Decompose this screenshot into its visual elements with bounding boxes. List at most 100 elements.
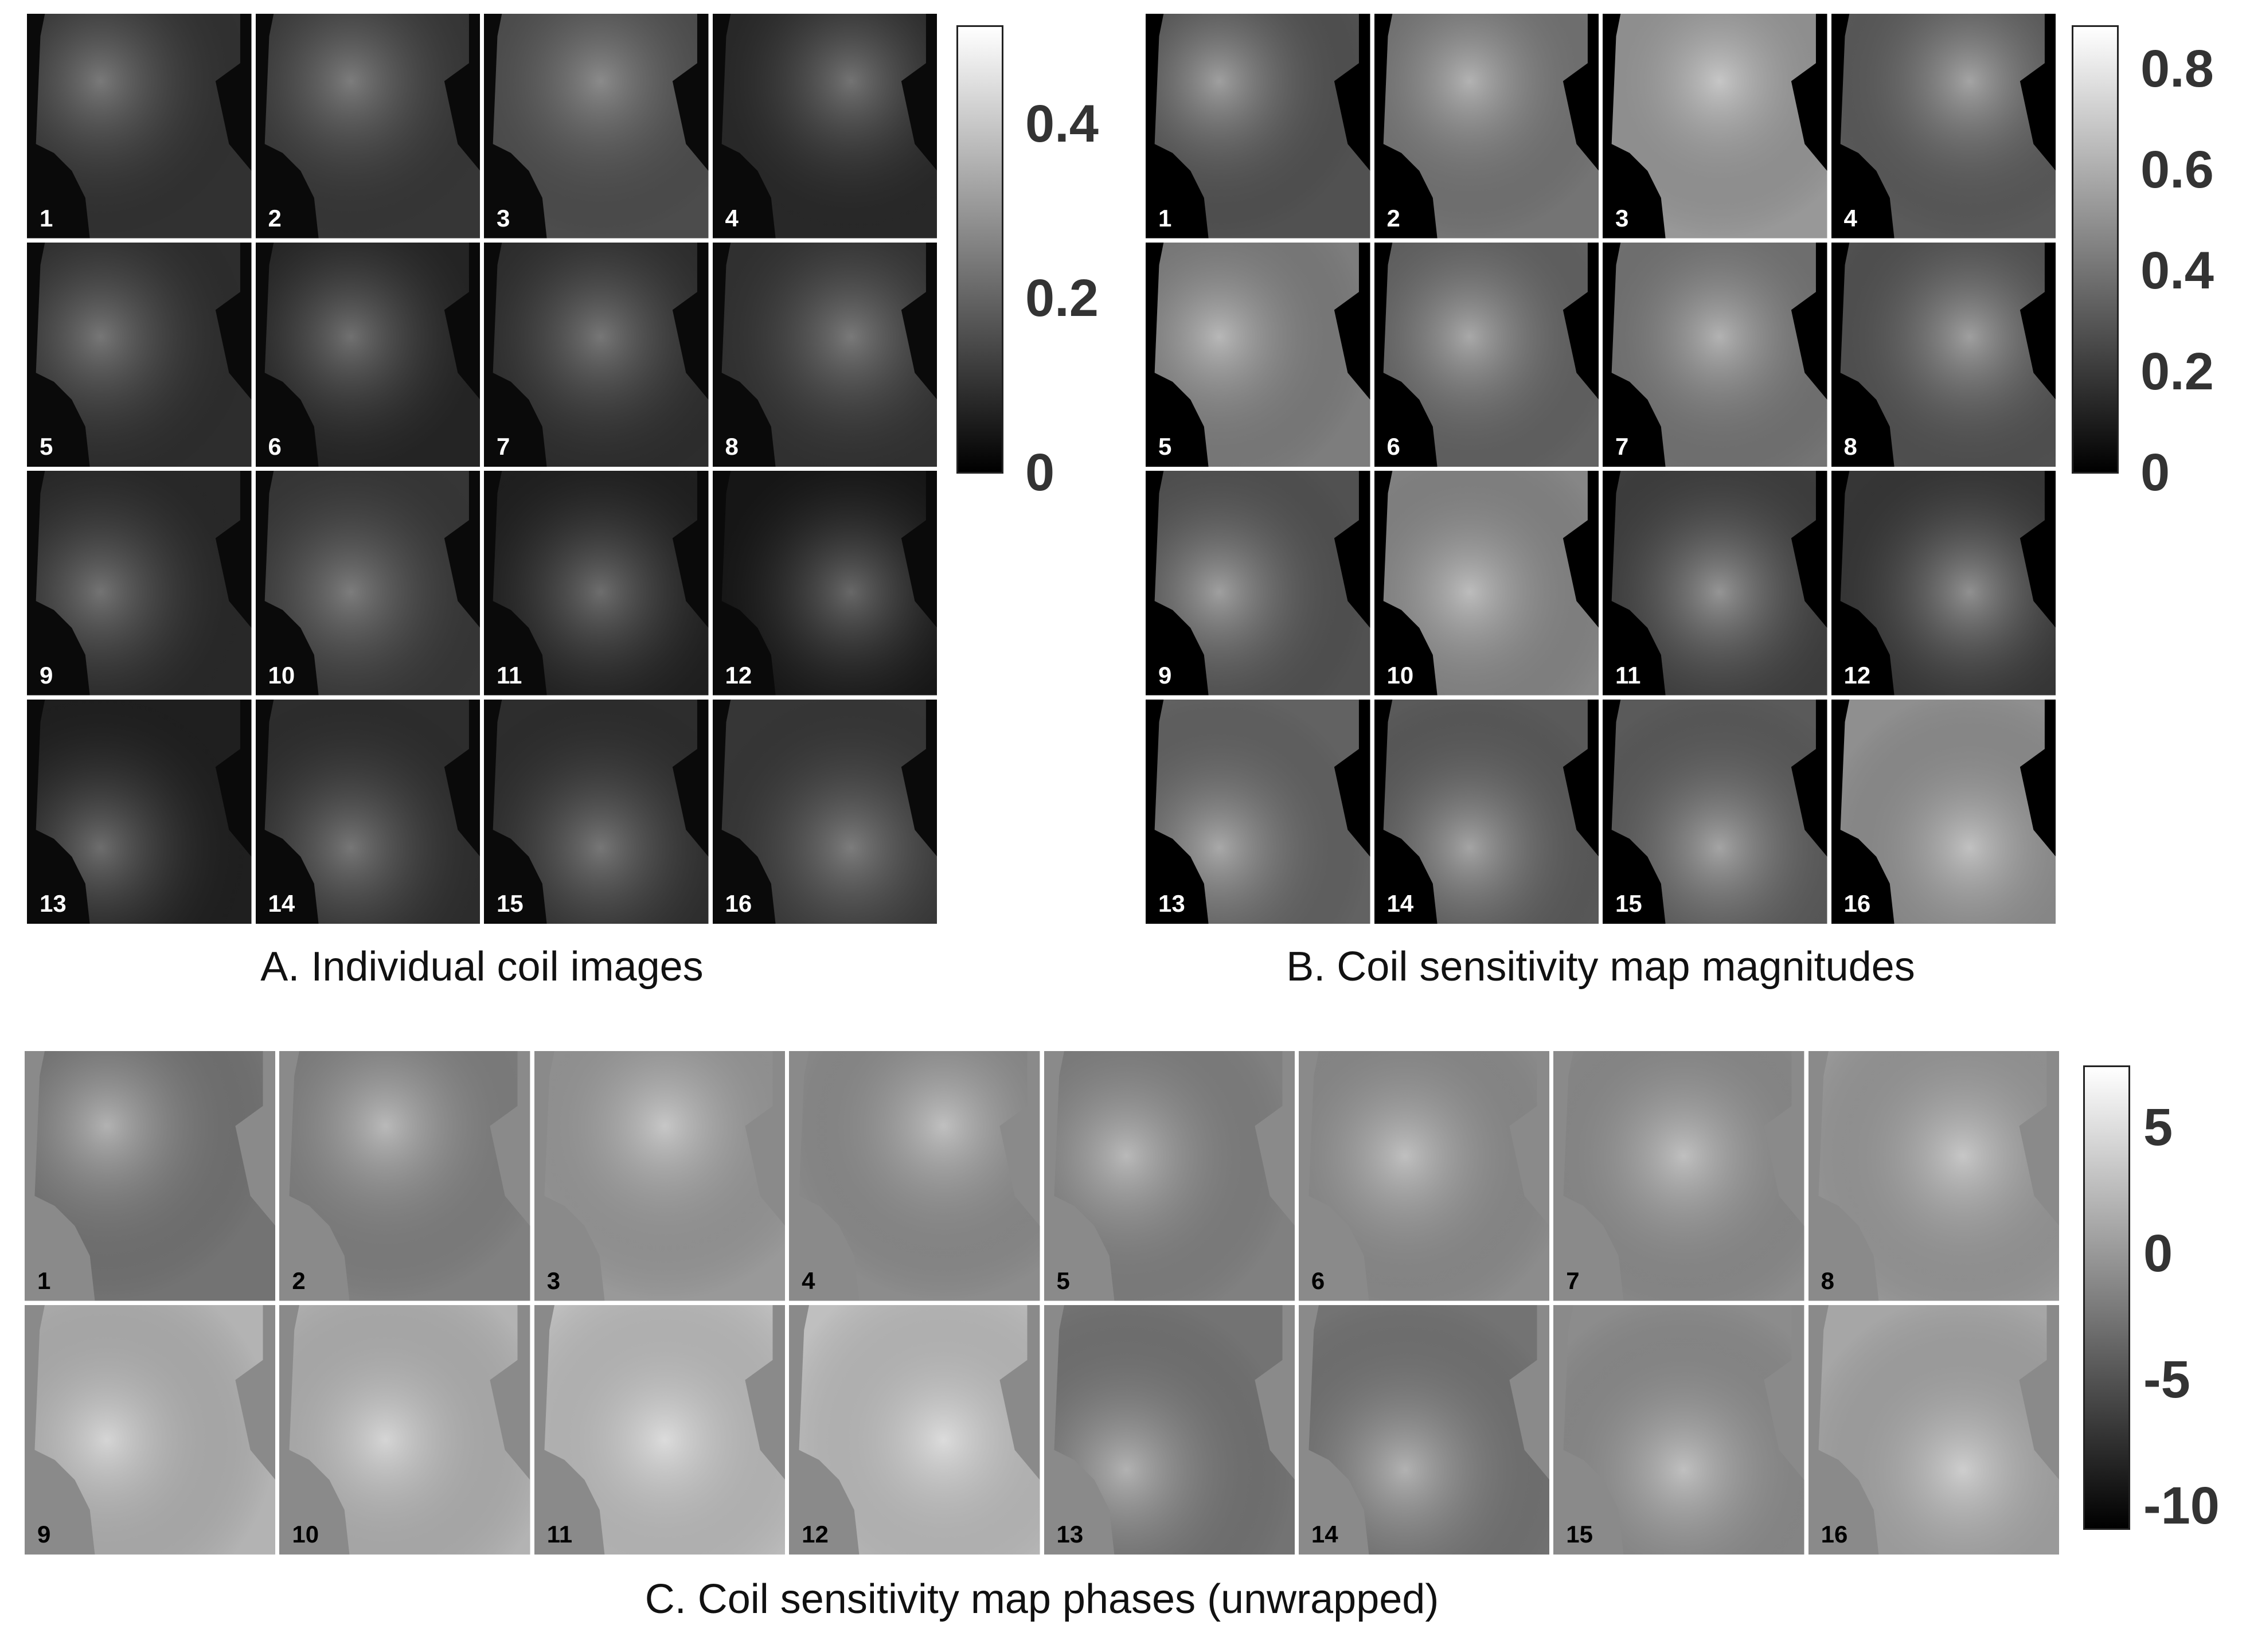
image-tile: 2 <box>255 14 480 239</box>
colorbar-b-tick: 0.6 <box>2140 140 2214 199</box>
image-tile: 13 <box>1146 699 1370 924</box>
tile-label: 6 <box>268 433 282 460</box>
tile-label: 14 <box>268 890 295 917</box>
tile-label: 5 <box>40 433 53 460</box>
image-tile: 13 <box>27 699 252 924</box>
image-tile: 15 <box>1553 1305 1804 1555</box>
colorbar-c-tick: -5 <box>2143 1350 2190 1409</box>
tile-label: 8 <box>1843 433 1857 460</box>
tile-label: 4 <box>802 1267 815 1294</box>
colorbar-b-tick: 0.2 <box>2140 342 2214 401</box>
tile-image <box>1831 242 2056 467</box>
tile-label: 2 <box>268 204 282 232</box>
image-tile: 5 <box>1044 1051 1295 1301</box>
image-tile: 2 <box>279 1051 530 1301</box>
image-tile: 6 <box>1374 242 1599 467</box>
tile-label: 7 <box>1615 433 1629 460</box>
tile-image <box>484 242 709 467</box>
image-tile: 1 <box>27 14 252 239</box>
tile-image <box>27 699 252 924</box>
tile-image <box>1808 1305 2059 1555</box>
tile-image <box>789 1305 1040 1555</box>
tile-image <box>1603 242 1827 467</box>
tile-label: 4 <box>725 204 739 232</box>
tile-label: 12 <box>1843 661 1871 689</box>
tile-label: 13 <box>40 890 67 917</box>
image-tile: 12 <box>712 471 937 696</box>
image-tile: 16 <box>1808 1305 2059 1555</box>
image-tile: 7 <box>1603 242 1827 467</box>
image-tile: 8 <box>1831 242 2056 467</box>
image-tile: 14 <box>1298 1305 1550 1555</box>
tile-image <box>484 14 709 239</box>
image-tile: 14 <box>1374 699 1599 924</box>
tile-label: 2 <box>292 1267 306 1294</box>
tile-image <box>1044 1305 1295 1555</box>
tile-image <box>1831 471 2056 696</box>
image-tile: 7 <box>484 242 709 467</box>
colorbar-a <box>956 25 1003 474</box>
caption-a: A. Individual coil images <box>260 944 704 990</box>
tile-image <box>1146 699 1370 924</box>
tile-image <box>534 1305 786 1555</box>
colorbar-a-tick: 0.2 <box>1025 269 1099 327</box>
tile-image <box>1603 471 1827 696</box>
tile-label: 2 <box>1386 204 1400 232</box>
tile-image <box>1603 14 1827 239</box>
image-tile: 4 <box>789 1051 1040 1301</box>
tile-label: 5 <box>1056 1267 1070 1294</box>
tile-label: 3 <box>497 204 510 232</box>
tile-image <box>1044 1051 1295 1301</box>
tile-label: 9 <box>40 661 53 689</box>
tile-label: 1 <box>37 1267 51 1294</box>
colorbar-c-tick: 5 <box>2143 1098 2173 1157</box>
image-tile: 3 <box>534 1051 786 1301</box>
image-tile: 11 <box>534 1305 786 1555</box>
tile-image <box>712 14 937 239</box>
image-tile: 16 <box>712 699 937 924</box>
tile-label: 7 <box>497 433 510 460</box>
coil-images-grid: 1 2 3 4 5 6 7 8 9 10 11 12 13 14 15 16 <box>27 14 937 924</box>
tile-label: 15 <box>497 890 524 917</box>
image-tile: 8 <box>712 242 937 467</box>
tile-label: 1 <box>1158 204 1172 232</box>
caption-c: C. Coil sensitivity map phases (unwrappe… <box>644 1576 1439 1622</box>
tile-image <box>789 1051 1040 1301</box>
tile-label: 8 <box>725 433 739 460</box>
tile-image <box>255 471 480 696</box>
tile-image <box>1298 1305 1550 1555</box>
colorbar-b-tick: 0.8 <box>2140 40 2214 98</box>
image-tile: 4 <box>712 14 937 239</box>
tile-label: 10 <box>268 661 295 689</box>
colorbar-b-tick: 0 <box>2140 443 2170 502</box>
tile-image <box>27 471 252 696</box>
image-tile: 8 <box>1808 1051 2059 1301</box>
tile-label: 3 <box>1615 204 1629 232</box>
tile-label: 16 <box>725 890 752 917</box>
image-tile: 15 <box>484 699 709 924</box>
tile-image <box>279 1305 530 1555</box>
tile-image <box>1553 1305 1804 1555</box>
caption-b: B. Coil sensitivity map magnitudes <box>1286 944 1915 990</box>
tile-label: 16 <box>1843 890 1871 917</box>
tile-image <box>279 1051 530 1301</box>
tile-image <box>1374 14 1599 239</box>
tile-image <box>1831 699 2056 924</box>
tile-label: 11 <box>497 661 522 689</box>
tile-label: 10 <box>1386 661 1414 689</box>
tile-label: 13 <box>1056 1521 1084 1548</box>
tile-image <box>534 1051 786 1301</box>
tile-image <box>712 699 937 924</box>
tile-image <box>1808 1051 2059 1301</box>
tile-image <box>27 242 252 467</box>
tile-label: 4 <box>1843 204 1857 232</box>
tile-label: 15 <box>1615 890 1642 917</box>
image-tile: 9 <box>27 471 252 696</box>
tile-image <box>25 1051 276 1301</box>
tile-image <box>484 471 709 696</box>
image-tile: 16 <box>1831 699 2056 924</box>
image-tile: 3 <box>484 14 709 239</box>
tile-label: 7 <box>1566 1267 1580 1294</box>
tile-label: 13 <box>1158 890 1185 917</box>
tile-image <box>1146 471 1370 696</box>
